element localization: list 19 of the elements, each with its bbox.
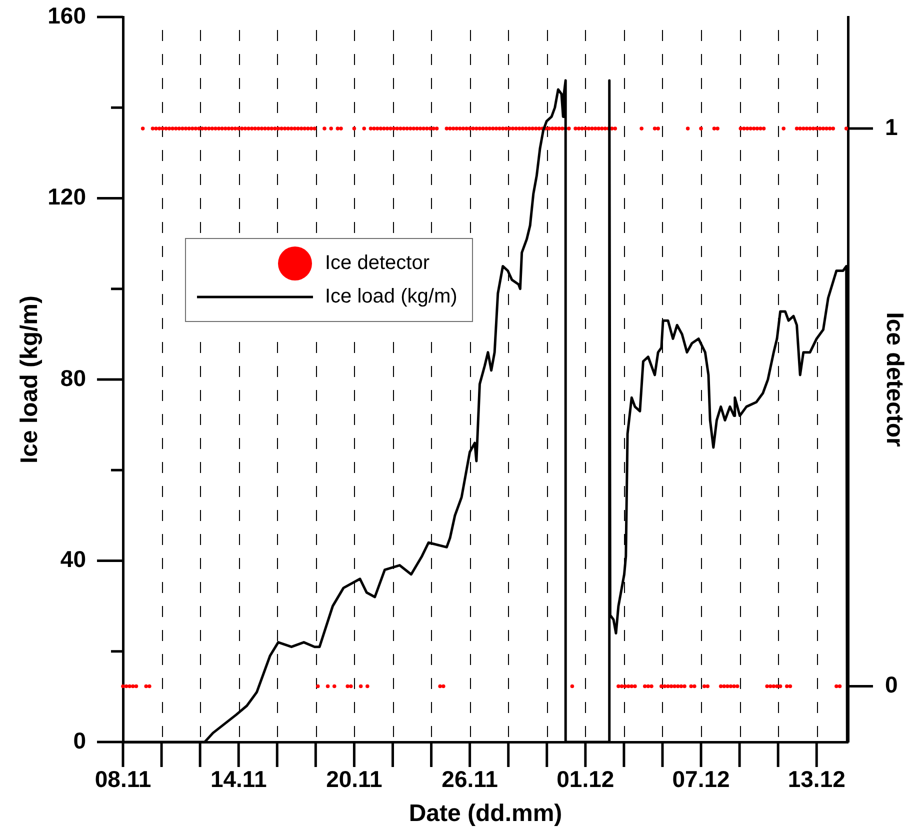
- y-axis-title: Ice load (kg/m): [16, 295, 44, 464]
- x-tick-label: 14.11: [210, 766, 267, 792]
- y2-tick-label: 1: [885, 114, 898, 140]
- x-tick-label: 20.11: [326, 766, 383, 792]
- y-tick-label: 0: [73, 727, 86, 754]
- y-tick-label: 80: [60, 364, 86, 391]
- x-axis-title: Date (dd.mm): [408, 800, 562, 828]
- y-tick-label: 40: [60, 546, 86, 572]
- x-tick-label: 07.12: [672, 766, 730, 792]
- y2-tick-label: 0: [885, 672, 898, 698]
- x-tick-label: 13.12: [788, 766, 846, 792]
- x-tick-label: 08.11: [94, 766, 152, 792]
- y-tick-label: 120: [48, 184, 86, 210]
- series-label: Ice load (kg/m): [325, 286, 458, 308]
- x-tick-label: 01.12: [556, 766, 614, 792]
- y-tick-label: 160: [48, 2, 86, 28]
- legend-label: Ice detector: [325, 252, 430, 274]
- x-tick-label: 26.11: [442, 766, 498, 792]
- y2-axis-title: Ice detector: [880, 312, 908, 447]
